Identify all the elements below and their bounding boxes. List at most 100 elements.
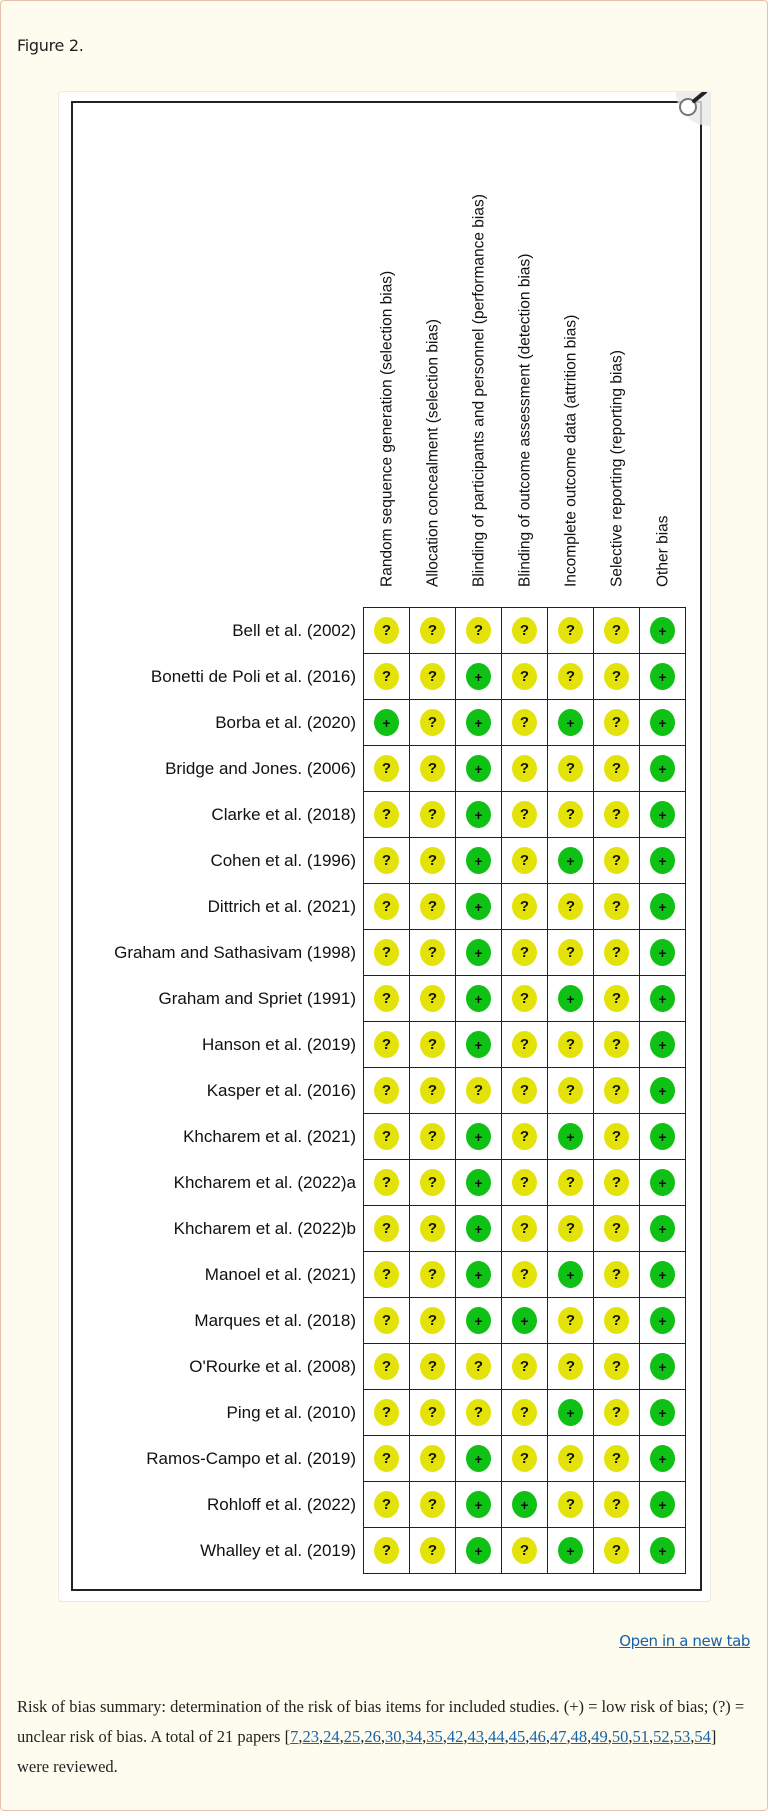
column-header-label: Random sequence generation (selection bi… bbox=[378, 270, 396, 587]
low-risk-icon: + bbox=[466, 801, 491, 828]
rating-cell: ? bbox=[593, 1067, 640, 1114]
rating-cell: + bbox=[455, 929, 502, 976]
column-header: Selective reporting (reporting bias) bbox=[594, 104, 640, 602]
reference-link[interactable]: 53 bbox=[673, 1727, 691, 1746]
rating-cell: + bbox=[455, 791, 502, 838]
rating-cell: + bbox=[639, 1435, 686, 1482]
rating-cell: + bbox=[455, 1113, 502, 1160]
study-label: Cohen et al. (1996) bbox=[210, 851, 356, 870]
study-label: Bridge and Jones. (2006) bbox=[165, 759, 356, 778]
table-row: ?? +??? + bbox=[363, 929, 686, 976]
low-risk-icon: + bbox=[650, 1445, 675, 1472]
rating-cell: ? bbox=[593, 1205, 640, 1252]
reference-link[interactable]: 48 bbox=[570, 1727, 588, 1746]
rating-cell: ? bbox=[409, 1435, 456, 1482]
column-header-label: Selective reporting (reporting bias) bbox=[608, 349, 626, 587]
rating-cell: ? bbox=[547, 1159, 594, 1206]
study-label: Marques et al. (2018) bbox=[194, 1311, 356, 1330]
study-label: Ramos-Campo et al. (2019) bbox=[146, 1449, 356, 1468]
rating-cell: ? bbox=[593, 1481, 640, 1528]
reference-link[interactable]: 44 bbox=[488, 1727, 505, 1746]
study-label: Khcharem et al. (2022)b bbox=[173, 1219, 356, 1238]
unclear-risk-icon: ? bbox=[466, 1077, 491, 1104]
open-in-new-tab-link[interactable]: Open in a new tab bbox=[619, 1632, 750, 1650]
rating-cell: + bbox=[547, 975, 594, 1022]
low-risk-icon: + bbox=[650, 847, 675, 874]
rating-cell: ? bbox=[363, 929, 410, 976]
unclear-risk-icon: ? bbox=[374, 1215, 399, 1242]
reference-link[interactable]: 51 bbox=[632, 1727, 649, 1746]
unclear-risk-icon: ? bbox=[512, 617, 537, 644]
reference-link[interactable]: 45 bbox=[508, 1727, 526, 1746]
unclear-risk-icon: ? bbox=[512, 1031, 537, 1058]
column-header-label: Incomplete outcome data (attrition bias) bbox=[562, 314, 580, 587]
study-label: Borba et al. (2020) bbox=[215, 713, 356, 732]
low-risk-icon: + bbox=[374, 709, 399, 736]
column-header-label: Other bias bbox=[654, 514, 672, 587]
rating-cell: + bbox=[547, 699, 594, 746]
unclear-risk-icon: ? bbox=[512, 709, 537, 736]
reference-link[interactable]: 24 bbox=[323, 1727, 340, 1746]
low-risk-icon: + bbox=[512, 1491, 537, 1518]
reference-link[interactable]: 52 bbox=[653, 1727, 670, 1746]
rating-cell: + bbox=[639, 653, 686, 700]
table-row: ?? + +?? + bbox=[363, 1481, 686, 1528]
reference-link[interactable]: 23 bbox=[302, 1727, 319, 1746]
reference-link[interactable]: 25 bbox=[343, 1727, 361, 1746]
unclear-risk-icon: ? bbox=[512, 663, 537, 690]
unclear-risk-icon: ? bbox=[558, 1307, 583, 1334]
reference-link[interactable]: 35 bbox=[426, 1727, 443, 1746]
low-risk-icon: + bbox=[558, 985, 583, 1012]
table-row: ?? +??? + bbox=[363, 1159, 686, 1206]
reference-link[interactable]: 46 bbox=[529, 1727, 546, 1746]
reference-link[interactable]: 43 bbox=[467, 1727, 484, 1746]
unclear-risk-icon: ? bbox=[512, 1215, 537, 1242]
unclear-risk-icon: ? bbox=[374, 663, 399, 690]
rating-cell: + bbox=[455, 1481, 502, 1528]
reference-link[interactable]: 30 bbox=[384, 1727, 402, 1746]
low-risk-icon: + bbox=[466, 939, 491, 966]
low-risk-icon: + bbox=[466, 1537, 491, 1564]
rating-cell: + bbox=[455, 883, 502, 930]
rating-cell: ? bbox=[501, 1527, 548, 1574]
reference-link[interactable]: 50 bbox=[611, 1727, 629, 1746]
rating-cell: + bbox=[639, 883, 686, 930]
rating-cell: ? bbox=[501, 1113, 548, 1160]
unclear-risk-icon: ? bbox=[374, 1169, 399, 1196]
unclear-risk-icon: ? bbox=[374, 939, 399, 966]
reference-link[interactable]: 42 bbox=[446, 1727, 464, 1746]
unclear-risk-icon: ? bbox=[420, 755, 445, 782]
unclear-risk-icon: ? bbox=[604, 663, 629, 690]
rating-cell: ? bbox=[455, 1067, 502, 1114]
reference-link[interactable]: 49 bbox=[591, 1727, 608, 1746]
rating-cell: + bbox=[363, 699, 410, 746]
unclear-risk-icon: ? bbox=[604, 1445, 629, 1472]
unclear-risk-icon: ? bbox=[558, 1491, 583, 1518]
rating-cell: ? bbox=[363, 607, 410, 654]
column-header-label: Blinding of participants and personnel (… bbox=[470, 193, 488, 587]
unclear-risk-icon: ? bbox=[466, 617, 491, 644]
rating-cell: + bbox=[639, 975, 686, 1022]
rating-cell: ? bbox=[547, 1435, 594, 1482]
unclear-risk-icon: ? bbox=[420, 939, 445, 966]
rating-cell: ? bbox=[363, 1205, 410, 1252]
rating-cell: ? bbox=[501, 1435, 548, 1482]
reference-link[interactable]: 54 bbox=[694, 1727, 711, 1746]
unclear-risk-icon: ? bbox=[512, 985, 537, 1012]
reference-link[interactable]: 47 bbox=[549, 1727, 567, 1746]
unclear-risk-icon: ? bbox=[512, 1353, 537, 1380]
reference-link[interactable]: 7 bbox=[290, 1727, 299, 1746]
reference-link[interactable]: 34 bbox=[405, 1727, 423, 1746]
rating-cell: ? bbox=[547, 653, 594, 700]
unclear-risk-icon: ? bbox=[420, 893, 445, 920]
rating-cell: ? bbox=[363, 1067, 410, 1114]
low-risk-icon: + bbox=[466, 663, 491, 690]
low-risk-icon: + bbox=[650, 1491, 675, 1518]
column-header: Random sequence generation (selection bi… bbox=[364, 104, 410, 602]
magnifier-icon[interactable] bbox=[676, 92, 710, 126]
rating-cell: ? bbox=[547, 929, 594, 976]
rating-cell: + bbox=[455, 745, 502, 792]
rating-cell: + bbox=[547, 1527, 594, 1574]
reference-link[interactable]: 26 bbox=[364, 1727, 381, 1746]
rating-cell: + bbox=[547, 1113, 594, 1160]
